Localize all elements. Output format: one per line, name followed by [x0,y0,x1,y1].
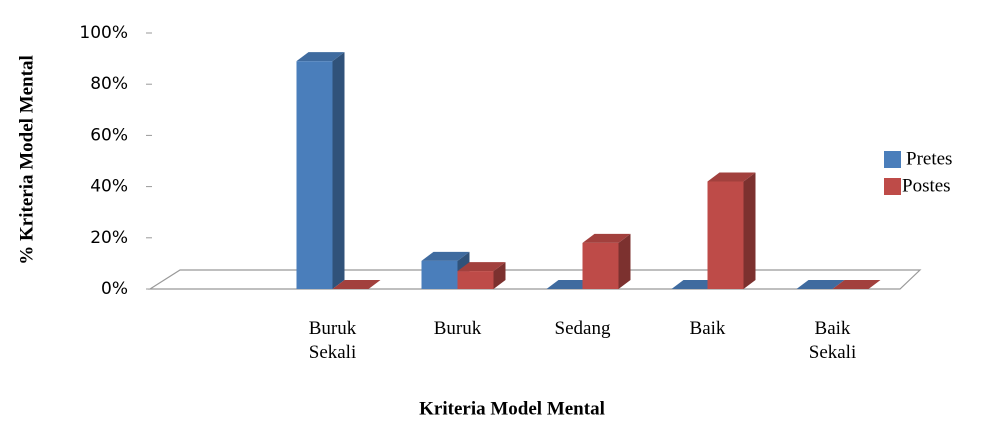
y-tick-label: 0% [101,279,128,299]
x-tick-label-line: Buruk [309,318,357,339]
x-tick-label-line: Buruk [434,318,482,339]
y-tick-label: 60% [90,125,128,145]
x-tick-label-line: Sekali [809,342,857,363]
x-tick-label-line: Sedang [555,318,611,339]
y-tick-label: 40% [90,177,128,197]
x-tick-label: Sedang [555,318,611,339]
bar [582,242,619,289]
bar-top [457,262,506,272]
bar-side [618,233,631,289]
x-tick-label-line: Sekali [309,342,357,363]
legend-swatch [884,178,901,195]
bar-top [832,280,881,289]
legend-label: Postes [902,175,951,196]
bar-top [296,52,345,62]
y-tick-label: 20% [90,228,128,248]
bar-top [796,280,845,289]
x-axis-title: Kriteria Model Mental [419,398,605,419]
bar-side [743,172,756,289]
bar [707,181,744,289]
x-tick-label-line: Baik [815,318,851,339]
y-tick-label: 100% [79,23,128,43]
legend-swatch [884,151,901,168]
bar-side [493,262,506,289]
bar [421,260,458,289]
y-tick-label: 80% [90,74,128,94]
x-tick-label: Buruk [434,318,482,339]
bar-side [332,52,345,289]
y-axis-title: % Kriteria Model Mental [16,55,37,264]
bar [296,61,333,289]
bar-top [332,280,381,289]
x-tick-label: Buruk Sekali [309,318,357,363]
bar-top [707,172,756,182]
x-tick-label: Baik [690,318,726,339]
legend-label: Pretes [906,148,952,169]
x-tick-label: Baik Sekali [809,318,857,363]
bar-top [421,251,470,261]
x-tick-label-line: Baik [690,318,726,339]
bar [457,271,494,289]
bar-top [582,233,631,243]
